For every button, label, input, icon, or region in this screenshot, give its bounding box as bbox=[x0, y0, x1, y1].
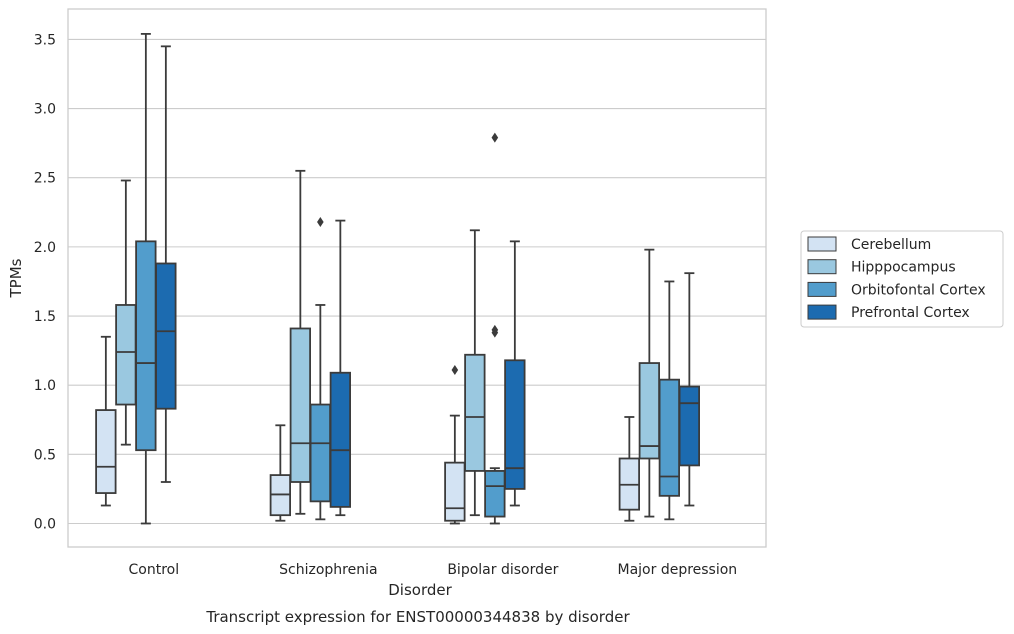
box-group bbox=[329, 219, 352, 517]
series-cerebellum bbox=[95, 335, 640, 525]
legend-swatch bbox=[807, 281, 837, 297]
box-group bbox=[678, 272, 700, 507]
y-tick-label: 3.0 bbox=[34, 102, 56, 118]
iqr-box bbox=[309, 403, 332, 503]
outlier-point bbox=[317, 216, 324, 227]
box-group bbox=[444, 364, 466, 525]
y-tick-label: 0.0 bbox=[34, 516, 56, 532]
box-group bbox=[504, 240, 526, 507]
y-axis-label: TPMs bbox=[7, 258, 25, 298]
box-group bbox=[484, 132, 506, 525]
iqr-box bbox=[638, 362, 660, 460]
y-tick-label: 0.5 bbox=[34, 447, 56, 463]
iqr-box bbox=[329, 371, 352, 508]
iqr-box bbox=[135, 240, 157, 452]
series-hipppocampus bbox=[115, 169, 660, 518]
iqr-box bbox=[504, 359, 526, 490]
box-group bbox=[464, 229, 486, 517]
iqr-box bbox=[155, 262, 177, 410]
x-tick-label: Major depression bbox=[618, 562, 738, 578]
legend-swatch bbox=[807, 304, 837, 320]
iqr-box bbox=[115, 304, 137, 406]
legend-label: Orbitofontal Cortex bbox=[851, 282, 986, 298]
legend-frame bbox=[800, 230, 1004, 328]
x-tick-label: Schizophrenia bbox=[279, 562, 377, 578]
box-group bbox=[638, 248, 660, 518]
legend-label: Cerebellum bbox=[851, 237, 931, 253]
series-orbitofontal-cortex bbox=[135, 32, 680, 525]
series-prefrontal-cortex bbox=[155, 45, 700, 517]
outlier-point bbox=[451, 364, 459, 375]
box-group bbox=[269, 424, 292, 522]
x-tick-label: Control bbox=[129, 562, 180, 578]
box-group bbox=[115, 179, 137, 446]
box-group bbox=[309, 216, 332, 521]
iqr-box bbox=[464, 353, 486, 472]
plot-frame bbox=[67, 8, 767, 548]
box-group bbox=[658, 280, 680, 521]
iqr-box bbox=[444, 461, 466, 522]
legend: Cerebellum Hipppocampus Orbitofontal Corte… bbox=[800, 230, 1004, 328]
y-tick-label: 3.5 bbox=[34, 32, 56, 48]
box-series bbox=[95, 32, 700, 525]
box-group bbox=[155, 45, 177, 483]
y-tick-label: 1.5 bbox=[34, 309, 56, 325]
x-axis-label: Disorder bbox=[388, 581, 452, 599]
iqr-box bbox=[95, 409, 117, 494]
x-tick-labels: Control Schizophrenia Bipolar disorder Majo… bbox=[129, 562, 738, 578]
y-tick-label: 1.0 bbox=[34, 378, 56, 394]
y-tick-label: 2.0 bbox=[34, 240, 56, 256]
figure-caption: Transcript expression for ENST0000034483… bbox=[205, 608, 630, 626]
outlier-point bbox=[491, 324, 499, 335]
legend-label: Hipppocampus bbox=[851, 260, 956, 276]
iqr-box bbox=[289, 327, 312, 483]
outlier-point bbox=[491, 132, 499, 143]
y-tick-label: 2.5 bbox=[34, 171, 56, 187]
box-group bbox=[618, 416, 640, 522]
iqr-box bbox=[484, 470, 506, 518]
grid-lines bbox=[68, 38, 766, 525]
legend-label: Prefrontal Cortex bbox=[851, 305, 970, 321]
y-tick-labels: 0.0 0.5 1.0 1.5 2.0 2.5 3.0 3.5 bbox=[34, 32, 56, 532]
legend-swatch bbox=[807, 259, 837, 275]
iqr-box bbox=[658, 378, 680, 497]
x-tick-label: Bipolar disorder bbox=[447, 562, 558, 578]
box-group bbox=[135, 32, 157, 525]
legend-items: Cerebellum Hipppocampus Orbitofontal Corte… bbox=[807, 236, 986, 321]
box-group bbox=[95, 335, 117, 507]
legend-swatch bbox=[807, 236, 837, 252]
iqr-box bbox=[678, 385, 700, 467]
